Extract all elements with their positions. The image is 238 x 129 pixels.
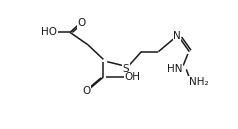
Text: OH: OH: [124, 72, 140, 82]
Text: HN: HN: [167, 64, 182, 74]
Text: O: O: [82, 86, 90, 96]
Text: S: S: [123, 64, 129, 74]
Text: O: O: [78, 18, 86, 28]
Text: N: N: [173, 31, 181, 41]
Text: NH₂: NH₂: [189, 77, 208, 87]
Text: HO: HO: [41, 27, 57, 37]
